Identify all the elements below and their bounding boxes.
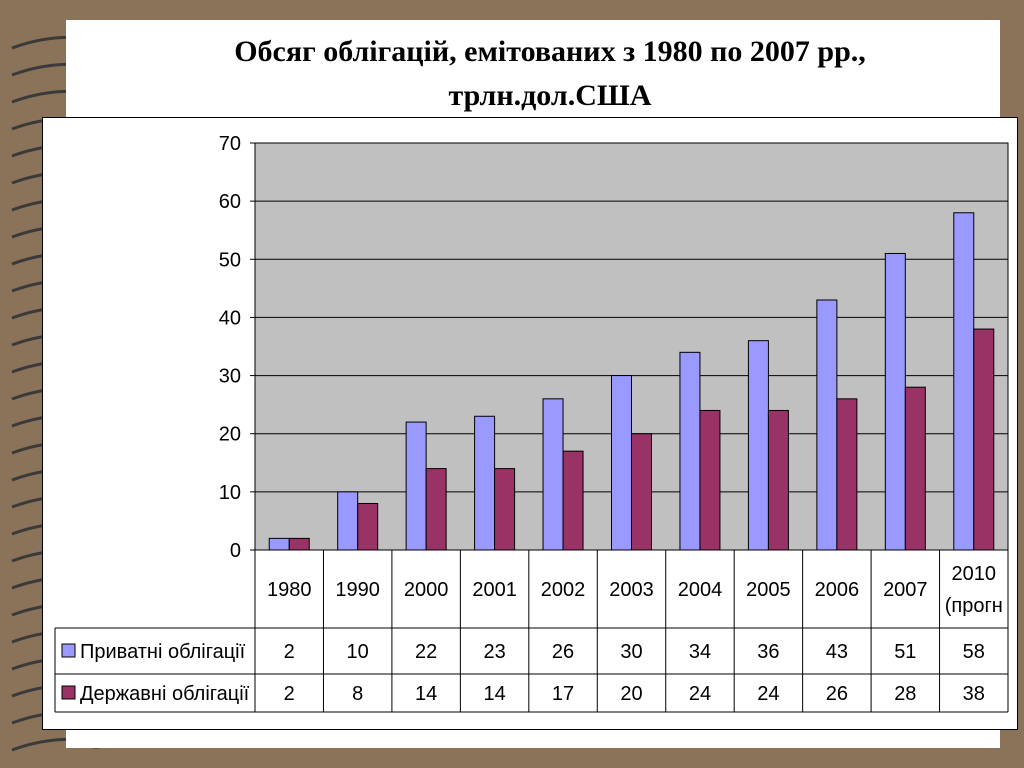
bar-private: [884, 252, 906, 551]
bar-state: [288, 537, 310, 551]
category-label: 2010: [952, 563, 997, 585]
bar-private: [816, 299, 838, 551]
table-value: 51: [894, 641, 916, 663]
table-value: 23: [483, 641, 505, 663]
table-value: 58: [963, 641, 985, 663]
bar-state: [357, 502, 379, 551]
y-tick-label: 70: [219, 133, 241, 155]
bar-state: [904, 386, 926, 551]
table-value: 43: [826, 641, 848, 663]
category-label: 2001: [472, 579, 517, 601]
y-tick-label: 30: [219, 366, 241, 388]
chart-frame: 0 10 20 30 40 50 60 70 1980 1990 2000 2001 2002 2003 2…: [42, 117, 1018, 730]
bar-private: [405, 421, 427, 551]
bar-private: [474, 415, 496, 551]
bar-chart: 0 10 20 30 40 50 60 70 1980 1990 2000 2001 2002 2003 2…: [54, 133, 1009, 713]
category-label: 1980: [267, 579, 312, 601]
bar-state: [767, 409, 789, 551]
bar-private: [611, 375, 632, 551]
category-label: 2006: [815, 579, 860, 601]
y-tick-label: 20: [219, 424, 241, 446]
bar-state: [425, 468, 447, 551]
table-value: 22: [415, 641, 437, 663]
bar-private: [953, 212, 975, 551]
table-value: 8: [352, 683, 363, 705]
table-value: 2: [284, 683, 295, 705]
title-line-2: трлн.дол.США: [448, 79, 652, 112]
category-label: 2002: [541, 579, 586, 601]
category-label: 2005: [746, 579, 791, 601]
bar-private: [268, 537, 290, 551]
table-value: 24: [757, 683, 779, 705]
category-label: 2007: [883, 579, 928, 601]
bar-state: [973, 328, 995, 551]
table-value: 24: [689, 683, 711, 705]
bar-private: [747, 340, 769, 551]
table-value: 26: [826, 683, 848, 705]
y-tick-label: 60: [219, 191, 241, 213]
legend-label: Приватні облігації: [80, 641, 246, 663]
bar-state: [836, 398, 858, 551]
table-value: 20: [620, 683, 642, 705]
table-value: 28: [894, 683, 916, 705]
bar-private: [679, 351, 701, 551]
bar-private: [542, 398, 564, 551]
y-tick-label: 50: [219, 249, 241, 271]
category-label: 2004: [678, 579, 723, 601]
bar-private: [337, 491, 359, 551]
table-value: 30: [620, 641, 642, 663]
bar-state: [631, 433, 652, 551]
y-tick-label: 0: [230, 540, 241, 562]
legend-swatch: [61, 643, 76, 658]
table-value: 34: [689, 641, 711, 663]
bar-state: [494, 468, 516, 551]
table-value: 26: [552, 641, 574, 663]
table-value: 10: [347, 641, 369, 663]
legend-label: Державні облігації: [80, 683, 250, 705]
table-value: 17: [552, 683, 574, 705]
bar-state: [699, 409, 721, 551]
table-value: 36: [757, 641, 779, 663]
table-value: 2: [284, 641, 295, 663]
category-label: 2003: [609, 579, 654, 601]
category-label: 2000: [404, 579, 449, 601]
table-value: 14: [415, 683, 437, 705]
bar-state: [562, 450, 584, 551]
slide-title: Обсяг облігацій, емітованих з 1980 по 20…: [120, 30, 980, 118]
table-value: 38: [963, 683, 985, 705]
table-value: 14: [483, 683, 505, 705]
category-label: 1990: [335, 579, 380, 601]
y-tick-label: 40: [219, 307, 241, 329]
legend-swatch: [61, 685, 76, 700]
y-tick-label: 10: [219, 482, 241, 504]
title-line-1: Обсяг облігацій, емітованих з 1980 по 20…: [234, 35, 866, 68]
category-label: (прогн: [945, 595, 1003, 617]
